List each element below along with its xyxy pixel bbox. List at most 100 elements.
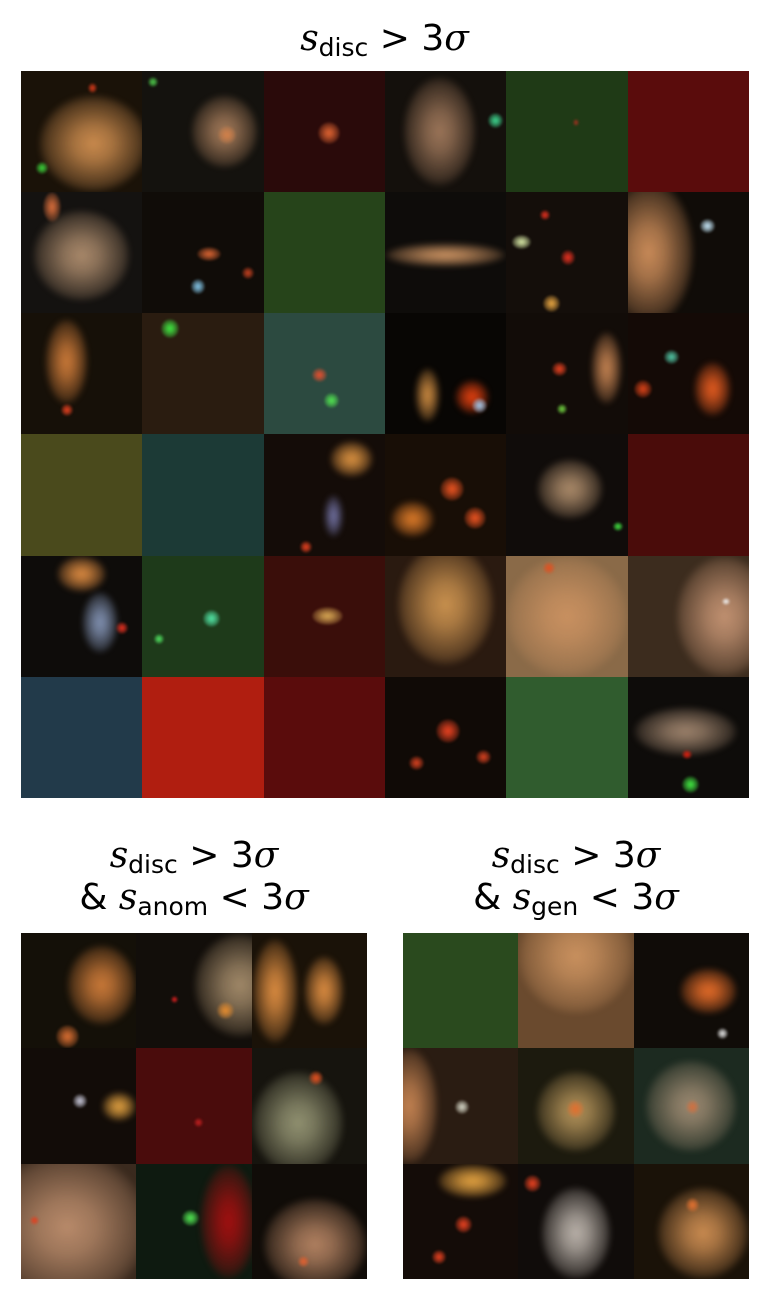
galaxy-source (202, 610, 220, 628)
galaxy-cutout (518, 1048, 634, 1164)
galaxy-source (685, 1198, 700, 1213)
galaxy-cutout (251, 933, 367, 1049)
title-symbol-2: s (512, 877, 532, 918)
galaxy-source (524, 1175, 542, 1193)
galaxy-source (463, 507, 486, 529)
galaxy-source (39, 95, 143, 193)
title-symbol: s (491, 835, 511, 876)
galaxy-source (385, 243, 507, 268)
galaxy-source (324, 495, 343, 538)
galaxy-source (81, 592, 119, 653)
galaxy-source (542, 561, 555, 574)
galaxy-source (35, 161, 48, 174)
galaxy-cutout (136, 1163, 252, 1279)
galaxy-cutout (263, 313, 385, 435)
galaxy-cutout (21, 555, 143, 677)
panel-bottom-right-grid (403, 933, 749, 1279)
galaxy-cutout (633, 1048, 749, 1164)
galaxy-cutout (506, 434, 628, 556)
title-ampersand: & (79, 877, 119, 918)
galaxy-source (148, 77, 159, 87)
galaxy-source (682, 776, 700, 794)
galaxy-source (182, 1209, 199, 1226)
galaxy-source (318, 121, 341, 144)
title-sigma-2: σ (654, 877, 679, 918)
galaxy-source (30, 1215, 40, 1225)
galaxy-source (541, 1186, 611, 1279)
title-subscript-2: gen (531, 892, 579, 921)
galaxy-cutout (21, 676, 143, 798)
galaxy-cutout (136, 1048, 252, 1164)
galaxy-cutout (518, 933, 634, 1049)
galaxy-source (540, 210, 550, 221)
title-subscript-2: anom (137, 892, 209, 921)
galaxy-source (312, 606, 343, 625)
galaxy-source (324, 393, 339, 408)
galaxy-source (475, 749, 491, 765)
galaxy-source (309, 1071, 324, 1086)
galaxy-cutout (21, 434, 143, 556)
panel-bottom-left-grid (21, 933, 367, 1279)
title-sigma: σ (253, 835, 279, 876)
galaxy-cutout (385, 676, 507, 798)
galaxy-source (627, 192, 695, 314)
galaxy-cutout (263, 434, 385, 556)
galaxy-source (633, 707, 737, 756)
galaxy-source (199, 1163, 252, 1279)
galaxy-source (685, 1100, 700, 1115)
galaxy-source (542, 295, 560, 313)
galaxy-source (435, 719, 461, 744)
galaxy-source (536, 458, 604, 520)
title-subscript: disc (318, 33, 369, 62)
galaxy-cutout (263, 192, 385, 314)
title-relation-2: < 3 (578, 877, 655, 918)
galaxy-cutout (627, 71, 749, 193)
galaxy-source (397, 555, 495, 665)
galaxy-source (557, 404, 567, 414)
galaxy-source (403, 1048, 438, 1164)
galaxy-source (552, 361, 567, 377)
galaxy-source (488, 113, 503, 128)
galaxy-source (512, 234, 531, 250)
galaxy-source (297, 1255, 310, 1268)
galaxy-source (72, 1094, 87, 1109)
title-symbol: s (109, 835, 129, 876)
galaxy-source (303, 956, 344, 1026)
galaxy-cutout (21, 313, 143, 435)
galaxy-cutout (142, 192, 264, 314)
galaxy-source (472, 398, 487, 413)
galaxy-cutout (21, 71, 143, 193)
title-subscript: disc (510, 850, 560, 879)
galaxy-source (633, 379, 652, 399)
galaxy-source (437, 1163, 507, 1199)
galaxy-source (676, 555, 749, 677)
galaxy-source (251, 1071, 344, 1164)
galaxy-source (391, 501, 434, 538)
galaxy-source (45, 319, 88, 405)
galaxy-source (415, 367, 440, 423)
galaxy-source (241, 267, 254, 280)
galaxy-source (42, 192, 62, 223)
galaxy-source (591, 331, 622, 405)
galaxy-source (61, 404, 74, 417)
galaxy-cutout (21, 933, 137, 1049)
galaxy-source (217, 125, 236, 144)
title-ampersand: & (473, 877, 513, 918)
galaxy-cutout (403, 1048, 519, 1164)
galaxy-source (694, 361, 731, 417)
galaxy-source (160, 319, 179, 338)
galaxy-source (409, 755, 424, 771)
galaxy-source (154, 634, 165, 645)
galaxy-cutout (518, 1163, 634, 1279)
galaxy-cutout (385, 313, 507, 435)
panel-bottom-left-title: sdisc > 3σ & sanom < 3σ (21, 835, 367, 919)
galaxy-cutout (627, 192, 749, 314)
galaxy-cutout (506, 555, 628, 677)
panel-top-title: sdisc > 3σ (0, 18, 769, 60)
galaxy-source (330, 440, 373, 477)
galaxy-cutout (627, 555, 749, 677)
galaxy-cutout (403, 1163, 519, 1279)
galaxy-source (454, 1215, 473, 1233)
galaxy-cutout (385, 434, 507, 556)
galaxy-cutout (385, 192, 507, 314)
